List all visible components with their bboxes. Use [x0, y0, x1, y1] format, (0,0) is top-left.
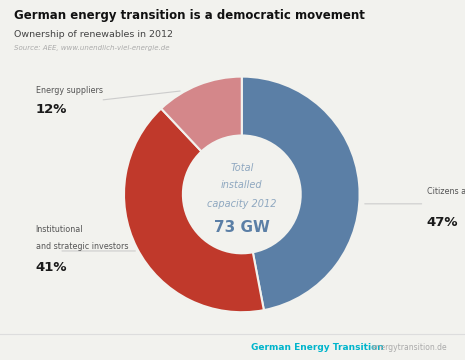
Text: 47%: 47% — [427, 216, 458, 229]
Text: installed: installed — [221, 180, 263, 190]
Text: capacity 2012: capacity 2012 — [207, 199, 277, 209]
Text: Total: Total — [230, 163, 253, 174]
Wedge shape — [242, 77, 359, 310]
Text: Citizens and coops: Citizens and coops — [427, 186, 465, 195]
Text: Institutional: Institutional — [36, 225, 83, 234]
Wedge shape — [161, 77, 242, 152]
Text: German energy transition is a democratic movement: German energy transition is a democratic… — [14, 9, 365, 22]
Text: 41%: 41% — [36, 261, 67, 274]
Text: 73 GW: 73 GW — [214, 220, 270, 235]
Text: and strategic investors: and strategic investors — [36, 242, 128, 251]
Wedge shape — [124, 108, 264, 312]
Text: Ownership of renewables in 2012: Ownership of renewables in 2012 — [14, 30, 173, 39]
Text: 12%: 12% — [36, 103, 67, 116]
Text: Source: AEE, www.unendlich-viel-energie.de: Source: AEE, www.unendlich-viel-energie.… — [14, 45, 169, 51]
Text: Energy suppliers: Energy suppliers — [36, 86, 103, 95]
Text: energytransition.de: energytransition.de — [372, 343, 448, 351]
Text: German Energy Transition: German Energy Transition — [251, 343, 384, 351]
